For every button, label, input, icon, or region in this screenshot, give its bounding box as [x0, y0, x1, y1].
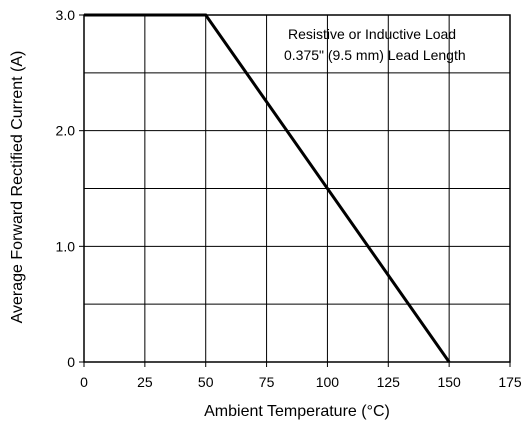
annotation-load-type: Resistive or Inductive Load [288, 26, 456, 42]
y-tick-label-2: 2.0 [56, 123, 76, 139]
annotation-lead-length: 0.375" (9.5 mm) Lead Length [284, 47, 466, 63]
plot-frame [83, 14, 511, 363]
x-axis-ticks: 0 25 50 75 100 125 150 175 [80, 362, 522, 390]
x-tick-label-1: 25 [137, 374, 153, 390]
y-tick-label-3: 3.0 [56, 7, 76, 23]
y-tick-label-0: 0 [67, 354, 75, 370]
series-line-0 [84, 13, 451, 363]
x-tick-label-0: 0 [80, 374, 88, 390]
x-tick-label-3: 75 [259, 374, 275, 390]
grid [84, 15, 510, 362]
y-axis-title: Average Forward Rectified Current (A) [9, 51, 26, 324]
x-tick-label-7: 175 [498, 374, 522, 390]
x-tick-label-2: 50 [198, 374, 214, 390]
series-group [84, 13, 451, 363]
x-tick-label-6: 150 [437, 374, 461, 390]
x-tick-label-4: 100 [316, 374, 340, 390]
x-tick-label-5: 125 [377, 374, 401, 390]
x-axis-title: Ambient Temperature (°C) [204, 403, 390, 420]
y-axis-ticks: 0 1.0 2.0 3.0 [56, 7, 84, 370]
y-tick-label-1: 1.0 [56, 238, 76, 254]
